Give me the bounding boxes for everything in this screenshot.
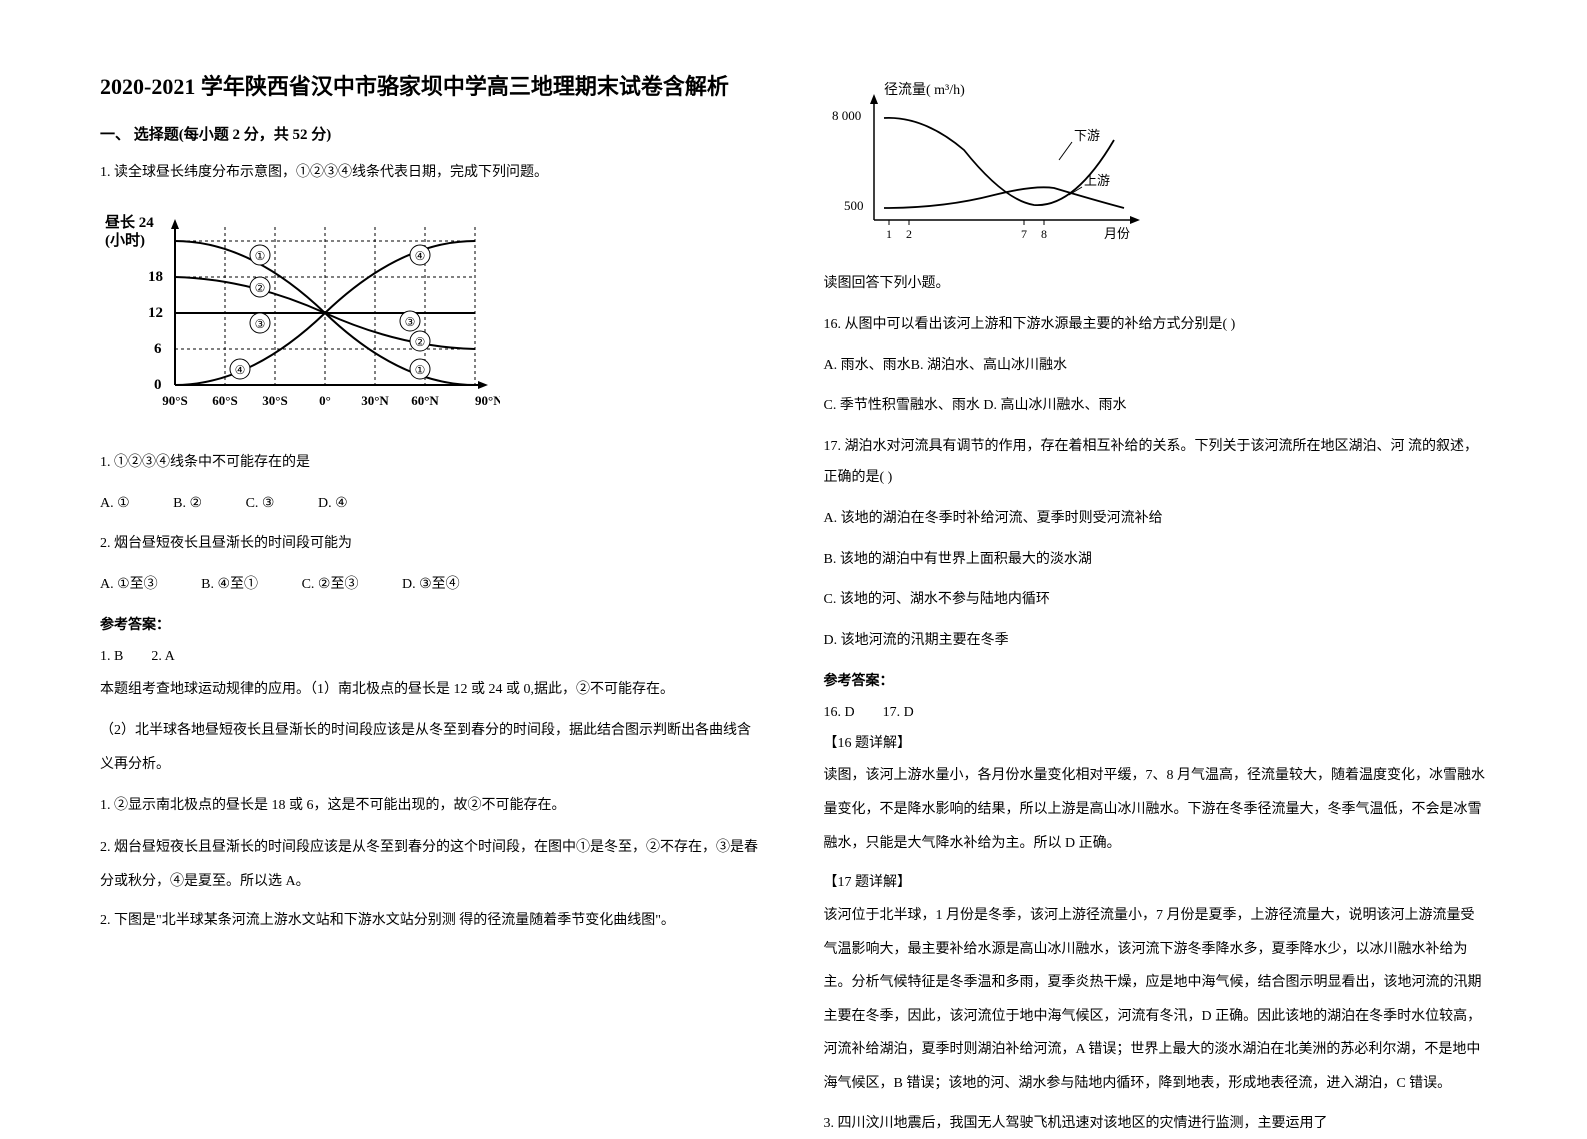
svg-text:①: ① (415, 363, 426, 377)
svg-text:8: 8 (1041, 227, 1047, 241)
detail17-text: 该河位于北半球，1 月份是冬季，该河上游径流量小，7 月份是夏季，上游径流量大，… (824, 899, 1488, 1101)
detail16-label: 【16 题详解】 (824, 729, 1488, 760)
q17-optB: B. 该地的湖泊中有世界上面积最大的淡水湖 (824, 545, 1488, 576)
section-header: 一、 选择题(每小题 2 分，共 52 分) (100, 123, 764, 144)
svg-text:月份: 月份 (1104, 226, 1130, 241)
ylabel2: (小时) (105, 232, 145, 249)
explain4: 2. 烟台昼短夜长且昼渐长的时间段应该是从冬至到春分的这个时间段，在图中①是冬至… (100, 831, 764, 898)
q2-intro: 2. 下图是"北半球某条河流上游水文站和下游水文站分别测 得的径流量随着季节变化… (100, 906, 764, 937)
explain3: 1. ②显示南北极点的昼长是 18 或 6，这是不可能出现的，故②不可能存在。 (100, 789, 764, 823)
detail16-text: 读图，该河上游水量小，各月份水量变化相对平缓，7、8 月气温高，径流量较大，随着… (824, 759, 1488, 860)
answer-label-2: 参考答案： (824, 667, 1488, 698)
q17-text: 17. 湖泊水对河流具有调节的作用，存在着相互补给的关系。下列关于该河流所在地区… (824, 432, 1488, 494)
svg-text:60°S: 60°S (212, 393, 237, 408)
opt-c: C. ②至③ (302, 570, 359, 601)
ytick0: 0 (154, 377, 162, 393)
q16-optC: C. 季节性积雪融水、雨水 D. 高山冰川融水、雨水 (824, 391, 1488, 422)
explain2: （2）北半球各地昼短夜长且昼渐长的时间段应该是从冬至到春分的时间段，据此结合图示… (100, 714, 764, 781)
left-column: 2020-2021 学年陕西省汉中市骆家坝中学高三地理期末试卷含解析 一、 选择… (100, 70, 764, 1052)
opt-a: A. ① (100, 489, 130, 520)
svg-text:②: ② (255, 281, 266, 295)
q17-optA: A. 该地的湖泊在冬季时补给河流、夏季时则受河流补给 (824, 504, 1488, 535)
svg-text:③: ③ (405, 315, 416, 329)
right-column: 径流量( m³/h) 8 000 500 1 2 7 8 月份 下游 (824, 70, 1488, 1052)
svg-text:90°N 纬度: 90°N 纬度 (475, 393, 500, 408)
opt-d: D. ④ (318, 489, 348, 520)
svg-text:④: ④ (235, 363, 246, 377)
opt-d: D. ③至④ (402, 570, 460, 601)
q3-text: 3. 四川汶川地震后，我国无人驾驶飞机迅速对该地区的灾情进行监测，主要运用了 (824, 1109, 1488, 1139)
detail17-label: 【17 题详解】 (824, 868, 1488, 899)
answers: 1. B 2. A (100, 642, 764, 673)
svg-text:2: 2 (906, 227, 912, 241)
ytick12: 12 (148, 305, 163, 321)
svg-text:④: ④ (415, 249, 426, 263)
runoff-chart: 径流量( m³/h) 8 000 500 1 2 7 8 月份 下游 (824, 80, 1488, 255)
svg-text:1: 1 (886, 227, 892, 241)
q1-sub1: 1. ①②③④线条中不可能存在的是 (100, 448, 764, 479)
svg-text:90°S: 90°S (162, 393, 187, 408)
opt-c: C. ③ (246, 489, 275, 520)
ytick18: 18 (148, 269, 163, 285)
answer-label: 参考答案： (100, 611, 764, 642)
svg-text:②: ② (415, 335, 426, 349)
svg-text:0°: 0° (319, 393, 331, 408)
q1-sub2: 2. 烟台昼短夜长且昼渐长的时间段可能为 (100, 529, 764, 560)
ytick6: 6 (154, 341, 162, 357)
q16-optA: A. 雨水、雨水B. 湖泊水、高山冰川融水 (824, 351, 1488, 382)
opt-b: B. ② (173, 489, 202, 520)
q16-text: 16. 从图中可以看出该河上游和下游水源最主要的补给方式分别是( ) (824, 310, 1488, 341)
opt-a: A. ①至③ (100, 570, 158, 601)
ytick-bot: 500 (844, 198, 864, 213)
ylabel1: 昼长 24 (105, 213, 154, 231)
read-prompt: 读图回答下列小题。 (824, 269, 1488, 300)
q17-optC: C. 该地的河、湖水不参与陆地内循环 (824, 585, 1488, 616)
svg-text:7: 7 (1021, 227, 1027, 241)
explain1: 本题组考查地球运动规律的应用。（1）南北极点的昼长是 12 或 24 或 0,据… (100, 673, 764, 707)
ylabel: 径流量( m³/h) (884, 82, 965, 98)
svg-text:60°N: 60°N (411, 393, 439, 408)
svg-text:下游: 下游 (1074, 128, 1100, 143)
svg-text:①: ① (255, 249, 266, 263)
q1-sub2-options: A. ①至③ B. ④至① C. ②至③ D. ③至④ (100, 570, 764, 601)
opt-b: B. ④至① (201, 570, 258, 601)
ytick-top: 8 000 (832, 108, 861, 123)
svg-text:30°N: 30°N (361, 393, 389, 408)
q1-intro: 1. 读全球昼长纬度分布示意图，①②③④线条代表日期，完成下列问题。 (100, 158, 764, 189)
daylight-chart: 昼长 24 (小时) 18 12 6 0 (100, 209, 764, 434)
q1-sub1-options: A. ① B. ② C. ③ D. ④ (100, 489, 764, 520)
q17-optD: D. 该地河流的汛期主要在冬季 (824, 626, 1488, 657)
svg-text:③: ③ (255, 317, 266, 331)
answers-2: 16. D 17. D (824, 698, 1488, 729)
svg-text:上游: 上游 (1084, 173, 1110, 188)
svg-text:30°S: 30°S (262, 393, 287, 408)
document-title: 2020-2021 学年陕西省汉中市骆家坝中学高三地理期末试卷含解析 (100, 70, 764, 103)
